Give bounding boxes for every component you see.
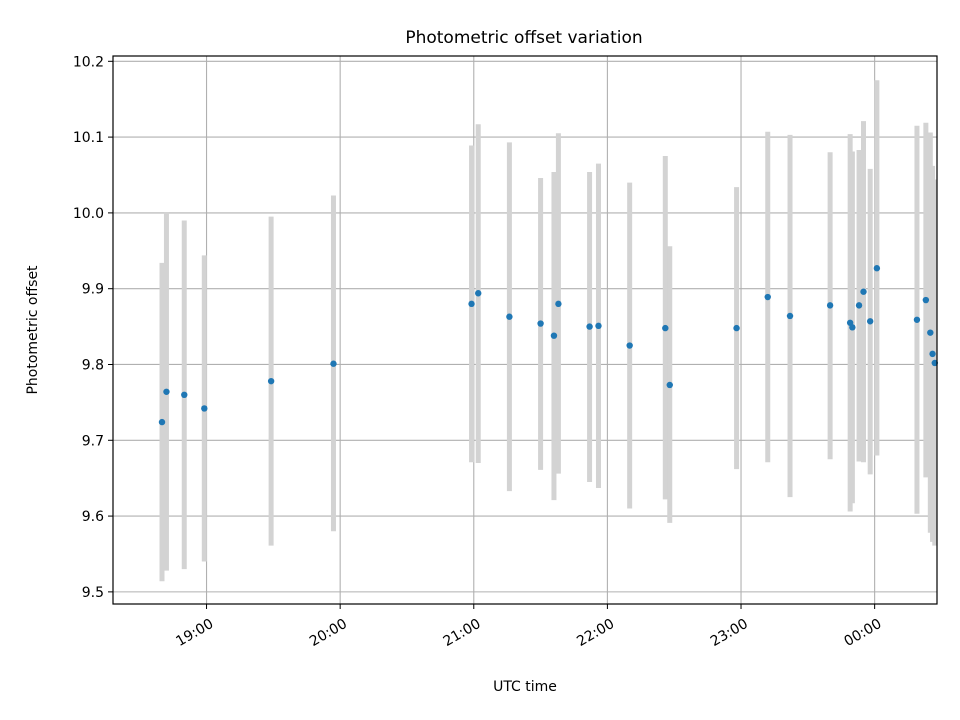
data-point — [931, 359, 938, 367]
data-point — [626, 342, 633, 349]
y-tick-label: 10.0 — [73, 206, 104, 222]
data-point — [866, 318, 874, 325]
y-axis-label: Photometric offset — [25, 265, 41, 395]
data-point — [181, 391, 188, 399]
data-point — [860, 288, 867, 295]
data-point — [913, 316, 921, 323]
errorbar-layer — [159, 80, 938, 582]
y-tick-label: 10.2 — [73, 54, 104, 70]
x-axis: 19:00 20:00 21:00 22:00 23:00 00:00 — [173, 604, 884, 650]
data-point — [764, 293, 771, 301]
data-point — [163, 388, 170, 395]
data-point — [849, 324, 856, 331]
data-point — [468, 300, 475, 308]
x-tick-label: 00:00 — [841, 616, 884, 650]
data-point — [595, 322, 602, 330]
data-point — [922, 296, 930, 304]
data-point — [267, 377, 275, 385]
data-point — [855, 302, 863, 309]
point-layer — [158, 265, 938, 426]
x-tick-label: 22:00 — [574, 616, 617, 650]
grid-layer — [113, 56, 937, 604]
x-tick-label: 21:00 — [441, 616, 484, 650]
data-point — [158, 418, 166, 426]
data-point — [555, 300, 562, 308]
data-point — [786, 312, 794, 320]
data-point — [330, 360, 337, 367]
chart-title: Photometric offset variation — [405, 28, 642, 48]
data-point — [506, 313, 513, 320]
y-axis: 9.5 9.6 9.7 9.8 9.9 10.0 10.1 10.2 — [73, 54, 113, 601]
data-point — [537, 320, 544, 327]
data-point — [662, 324, 669, 332]
data-point — [475, 290, 482, 297]
y-tick-label: 9.9 — [82, 282, 104, 298]
x-tick-label: 19:00 — [173, 616, 216, 650]
data-point — [927, 329, 934, 336]
y-tick-label: 9.5 — [82, 585, 104, 601]
data-point — [826, 302, 834, 309]
plot-frame — [112, 55, 938, 605]
x-tick-label: 23:00 — [708, 616, 751, 650]
y-tick-label: 9.6 — [82, 509, 104, 525]
y-tick-label: 10.1 — [73, 130, 104, 146]
y-tick-label: 9.7 — [82, 433, 104, 449]
data-point — [873, 265, 881, 272]
x-tick-label: 20:00 — [307, 616, 350, 650]
data-point — [733, 324, 740, 332]
data-point — [586, 323, 593, 330]
data-point — [201, 405, 208, 412]
data-point — [550, 332, 558, 339]
y-tick-label: 9.8 — [82, 357, 104, 373]
x-axis-label: UTC time — [493, 679, 557, 695]
data-point — [929, 350, 936, 358]
data-point — [666, 381, 673, 389]
